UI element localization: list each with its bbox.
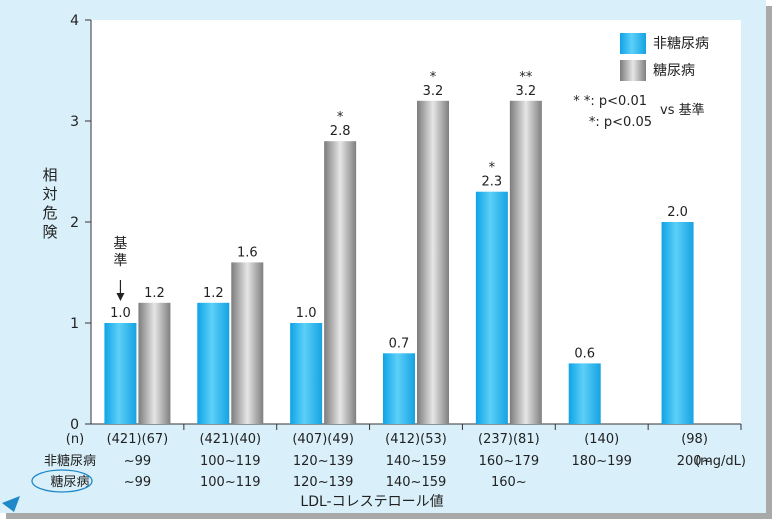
ldl-range-nondiabetes: 100~119 [200, 454, 261, 469]
y-axis-label-char: 相 [42, 166, 57, 184]
unit-label: (mg/dL) [695, 454, 746, 469]
y-tick-label: 4 [70, 13, 79, 29]
significance-note-1: * *: p<0.01 [573, 94, 647, 109]
y-tick-label: 1 [70, 316, 79, 332]
y-axis-label-char: 危 [42, 204, 57, 222]
bar-value-label: 1.2 [203, 286, 224, 301]
bar-value-label: 1.2 [144, 286, 165, 301]
significance-note-2: *: p<0.05 [589, 115, 652, 130]
bar [104, 323, 137, 424]
legend-label: 非糖尿病 [653, 36, 709, 52]
reference-arrow-head [116, 293, 125, 301]
y-tick-label: 2 [70, 215, 79, 231]
bar [661, 222, 694, 424]
reference-label-char: 準 [113, 253, 127, 269]
bar [231, 262, 264, 424]
row-label-nondiabetes: 非糖尿病 [44, 453, 96, 469]
legend-swatch [620, 33, 646, 54]
bar [383, 353, 415, 424]
ldl-range-diabetes: 160~ [491, 475, 527, 490]
ldl-range-nondiabetes: 200~ [677, 454, 713, 469]
bar-value-label: 0.6 [574, 346, 595, 361]
pointer-icon [2, 496, 20, 512]
diabetes-row-highlight [31, 469, 93, 493]
n-label: (237)(81) [478, 432, 540, 447]
row-label-diabetes: 糖尿病 [50, 474, 89, 490]
y-axis-label-char: 険 [42, 223, 57, 241]
y-axis-label-char: 対 [42, 185, 57, 203]
ldl-range-nondiabetes: 120~139 [293, 454, 354, 469]
bar-value-label: 1.6 [237, 245, 258, 260]
n-label: (421)(67) [107, 432, 169, 447]
n-label: (412)(53) [385, 432, 447, 447]
bar [417, 100, 449, 425]
significance-note-vs: vs 基準 [660, 102, 705, 118]
bar-value-label: 3.2 [423, 84, 444, 99]
bar [138, 302, 171, 424]
ldl-range-diabetes: 100~119 [200, 475, 261, 490]
bar [324, 141, 357, 424]
ldl-range-nondiabetes: 180~199 [571, 454, 632, 469]
x-axis-label: LDL-コレステロール値 [300, 494, 443, 510]
bar-value-label: 1.0 [110, 306, 131, 321]
ldl-range-diabetes: ~99 [124, 475, 151, 490]
bar [568, 363, 601, 424]
bar [290, 323, 323, 424]
bar-value-label: 2.0 [667, 205, 688, 220]
y-tick-label: 0 [70, 417, 79, 433]
ldl-range-nondiabetes: 160~179 [479, 454, 540, 469]
n-row-label: (n) [66, 432, 84, 447]
bar [197, 302, 230, 424]
bar [475, 191, 508, 424]
ldl-range-nondiabetes: 140~159 [386, 454, 447, 469]
bar [509, 100, 542, 425]
bar-value-label: 3.2 [516, 84, 537, 99]
bar-value-label: 0.7 [389, 336, 410, 351]
y-tick-label: 3 [70, 114, 79, 130]
n-label: (421)(40) [199, 432, 261, 447]
ldl-range-diabetes: 120~139 [293, 475, 354, 490]
significance-mark: * [337, 110, 344, 125]
n-label: (407)(49) [292, 432, 354, 447]
n-label: (98) [681, 432, 708, 447]
reference-label-char: 基 [113, 235, 127, 252]
significance-mark: * [489, 161, 496, 176]
bar-value-label: 2.8 [330, 124, 351, 139]
legend-label: 糖尿病 [653, 63, 695, 79]
ldl-range-nondiabetes: ~99 [124, 454, 151, 469]
significance-mark: ** [519, 70, 533, 85]
legend-swatch [620, 60, 646, 81]
ldl-range-diabetes: 140~159 [386, 475, 447, 490]
bar-value-label: 2.3 [482, 175, 503, 190]
n-label: (140) [584, 432, 619, 447]
significance-mark: * [430, 70, 437, 85]
bar-value-label: 1.0 [296, 306, 317, 321]
